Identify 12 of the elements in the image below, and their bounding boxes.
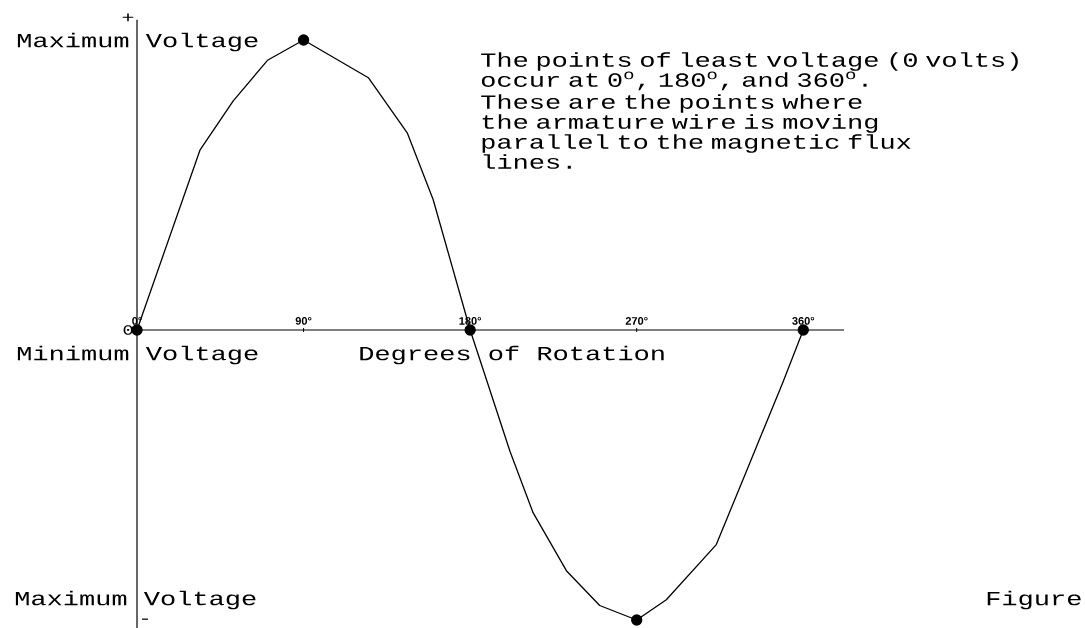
text: Figure [987, 590, 1081, 610]
annotation: These are the points where the armature wire is moving parallel to the magnetic flux lines. [481, 94, 911, 169]
annotation: Minimum Voltage [17, 345, 258, 365]
annotation: The points of least voltage (0 volts) occur at 0$^{o}$, 180$^{o}$, and 360$^{o}$. [481, 52, 1018, 91]
x-tick-label: 360° [792, 317, 815, 325]
annotation: - [142, 618, 148, 620]
text: + [122, 13, 134, 22]
annotation: Maximum Voltage [17, 32, 258, 52]
x-axis-title: Degrees of Rotation [360, 345, 664, 365]
x-tick-label: 270° [625, 317, 648, 325]
annotation: Maximum Voltage [15, 590, 256, 610]
x-tick-label: 90° [295, 317, 312, 325]
